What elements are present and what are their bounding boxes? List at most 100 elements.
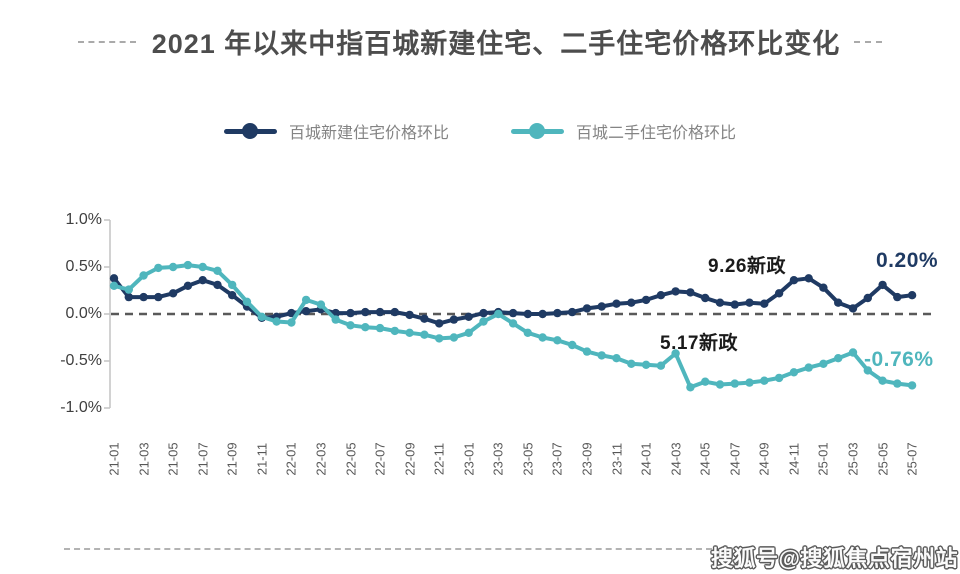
title-left-dashes (77, 40, 136, 43)
data-point (553, 336, 562, 345)
x-axis-label: 21-03 (136, 442, 152, 476)
data-point (774, 373, 784, 383)
data-point (361, 323, 370, 332)
data-point (449, 333, 459, 342)
data-point (154, 292, 163, 302)
x-axis-label: 21-01 (106, 442, 122, 476)
data-point (479, 317, 488, 326)
data-point (139, 292, 148, 302)
data-point (168, 262, 178, 272)
data-point (213, 266, 222, 275)
data-point (109, 281, 119, 290)
data-point (907, 291, 917, 300)
x-axis-label: 23-05 (520, 442, 536, 476)
data-point (597, 302, 606, 311)
data-point (715, 298, 725, 307)
x-axis-label: 24-01 (638, 442, 654, 476)
data-point (523, 328, 532, 337)
data-point (641, 295, 651, 305)
data-point (154, 263, 163, 273)
data-point (582, 304, 592, 313)
data-point (405, 310, 414, 320)
data-point (686, 383, 695, 392)
data-point (568, 340, 577, 350)
legend-item: 百城二手住宅价格环比 (511, 121, 736, 142)
x-axis-label: 24-09 (756, 442, 772, 476)
data-point (686, 288, 695, 297)
data-point (819, 359, 828, 368)
data-point (656, 291, 666, 300)
data-point (198, 276, 207, 285)
data-point (213, 280, 222, 290)
y-axis-label: 1.0% (65, 211, 102, 228)
x-axis-label: 22-09 (402, 442, 418, 476)
page-title: 2021 年以来中指百城新建住宅、二手住宅价格环比变化 (151, 29, 841, 59)
data-point (168, 289, 178, 298)
x-axis-label: 24-03 (668, 442, 684, 476)
title-right-dashes (854, 40, 883, 43)
data-point (582, 347, 592, 356)
data-point (420, 330, 429, 339)
data-point (109, 274, 119, 283)
y-axis-label: -1.0% (60, 399, 102, 416)
data-point (745, 298, 754, 307)
data-point (834, 298, 843, 307)
data-point (745, 378, 754, 387)
data-point (464, 312, 473, 321)
data-point (228, 280, 237, 290)
data-point (420, 314, 429, 323)
data-point (124, 292, 133, 302)
data-point (878, 280, 887, 290)
data-point (479, 308, 488, 318)
data-point (375, 323, 385, 333)
x-axis-label: 23-03 (490, 442, 506, 476)
legend-item: 百城新建住宅价格环比 (223, 121, 449, 142)
series-new-home (109, 274, 917, 328)
data-point (316, 300, 326, 309)
x-axis-label: 25-01 (815, 442, 831, 476)
data-point (789, 276, 799, 285)
data-point (523, 309, 532, 319)
data-point (774, 289, 784, 298)
data-point (863, 366, 872, 375)
annotation-020: 0.20% (876, 249, 939, 272)
data-point (863, 293, 872, 303)
data-point (730, 300, 739, 309)
data-point (287, 308, 296, 318)
x-axis-label: 22-05 (343, 442, 358, 476)
data-point (819, 283, 828, 292)
x-axis-label: 24-05 (697, 442, 713, 476)
series-second-hand (109, 260, 917, 392)
data-point (494, 309, 503, 319)
data-point (848, 348, 858, 357)
x-axis-label: 22-07 (372, 442, 388, 476)
data-point (242, 297, 252, 306)
data-point (435, 319, 444, 328)
x-axis-label: 23-01 (461, 442, 477, 476)
y-axis-label: 0.0% (65, 305, 102, 322)
data-point (760, 299, 769, 308)
data-point (287, 318, 296, 327)
data-point (612, 354, 621, 363)
data-point (878, 376, 887, 385)
data-point (257, 312, 266, 321)
x-axis-label: 23-09 (579, 442, 595, 476)
data-point (568, 307, 577, 317)
data-point (183, 281, 193, 290)
data-point (804, 363, 813, 372)
annotation-517: 5.17新政 (660, 333, 738, 354)
data-point (405, 328, 414, 337)
data-point (789, 368, 799, 377)
x-axis-label: 25-03 (845, 442, 861, 476)
x-axis-label: 21-11 (254, 442, 270, 476)
data-point (701, 377, 710, 386)
data-point (272, 317, 281, 326)
x-axis-label: 24-11 (786, 442, 802, 476)
data-point (893, 292, 902, 302)
x-axis-label: 23-07 (549, 442, 565, 476)
data-point (715, 380, 725, 389)
x-axis-label: 21-07 (195, 442, 211, 476)
data-point (390, 307, 399, 317)
legend-marker-icon (511, 123, 564, 139)
